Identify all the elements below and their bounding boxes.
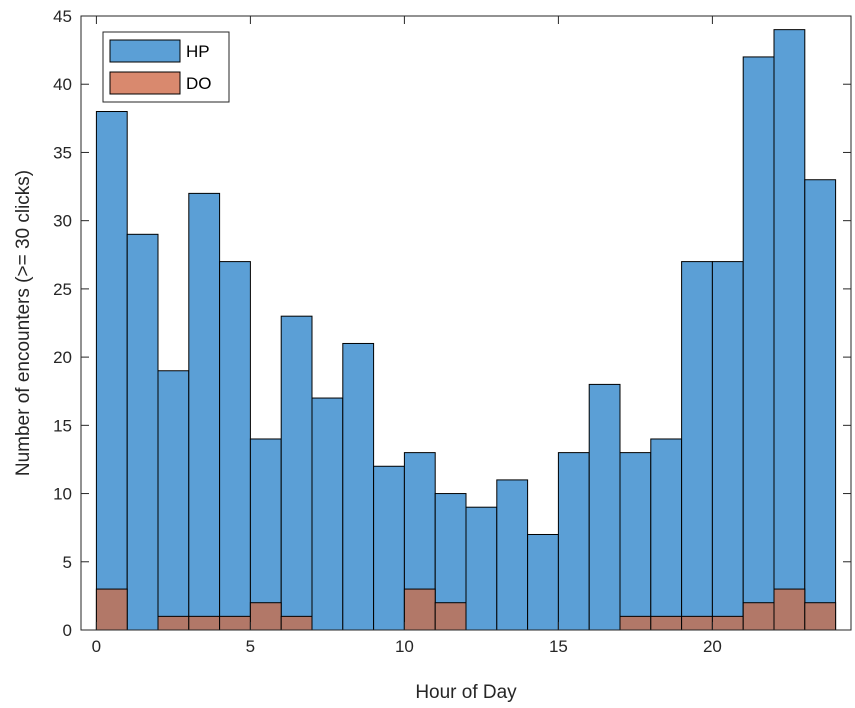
bar-do xyxy=(403,588,436,631)
bar-do xyxy=(711,615,744,631)
x-tick-label: 15 xyxy=(549,637,568,656)
bar-do xyxy=(280,615,313,631)
bar-hp xyxy=(188,192,221,631)
bar-hp xyxy=(527,533,559,631)
bar-hp xyxy=(373,465,405,631)
bar-do xyxy=(681,615,713,631)
hp-bars xyxy=(95,29,837,631)
y-tick-label: 20 xyxy=(53,348,72,367)
bar-do xyxy=(188,615,221,631)
bar-hp xyxy=(496,479,529,631)
y-tick-label: 0 xyxy=(63,621,72,640)
bar-hp xyxy=(588,383,621,631)
bar-hp xyxy=(342,342,375,631)
bar-hp xyxy=(742,56,775,631)
y-axis-ticks: 0 5 10 15 20 25 30 35 40 45 xyxy=(53,7,851,640)
bar-do xyxy=(650,615,683,631)
legend: HP DO xyxy=(102,31,230,103)
y-axis-label: Number of encounters (>= 30 clicks) xyxy=(13,170,34,476)
y-tick-label: 45 xyxy=(53,7,72,26)
bar-do xyxy=(619,615,652,631)
x-tick-label: 20 xyxy=(703,637,722,656)
legend-swatch-do xyxy=(109,71,181,95)
y-tick-label: 10 xyxy=(53,485,72,504)
y-tick-label: 5 xyxy=(63,553,72,572)
y-tick-label: 15 xyxy=(53,416,72,435)
x-tick-label: 5 xyxy=(246,637,255,656)
bar-do xyxy=(95,588,128,631)
x-tick-label: 0 xyxy=(92,637,101,656)
x-axis-label: Hour of Day xyxy=(415,682,517,703)
bar-hp xyxy=(311,397,344,631)
bar-hp xyxy=(249,438,282,631)
bar-do xyxy=(434,602,467,631)
legend-swatch-hp xyxy=(109,39,181,63)
bar-hp xyxy=(804,179,837,631)
bar-hp xyxy=(95,111,128,631)
bar-do xyxy=(742,602,775,631)
y-tick-label: 25 xyxy=(53,280,72,299)
bar-do xyxy=(157,615,190,631)
bar-do xyxy=(219,615,251,631)
bar-do xyxy=(773,588,806,631)
bar-do xyxy=(249,602,282,631)
y-tick-label: 35 xyxy=(53,143,72,162)
bar-hp xyxy=(619,452,652,631)
legend-label-hp: HP xyxy=(186,42,210,61)
bar-hp xyxy=(219,261,251,631)
bar-hp xyxy=(773,29,806,631)
bar-hp xyxy=(465,506,498,631)
x-tick-label: 10 xyxy=(395,637,414,656)
legend-label-do: DO xyxy=(186,74,212,93)
plot-frame xyxy=(80,15,852,631)
bar-hp xyxy=(280,315,313,631)
y-tick-label: 30 xyxy=(53,212,72,231)
y-tick-label: 40 xyxy=(53,75,72,94)
bar-do xyxy=(804,602,837,631)
bar-hp xyxy=(157,370,190,631)
bar-hp xyxy=(681,261,713,631)
bar-hp xyxy=(711,261,744,631)
bar-hp xyxy=(126,233,159,631)
x-axis-ticks: 0 5 10 15 20 xyxy=(92,16,722,656)
bar-hp xyxy=(557,452,590,631)
bar-hp xyxy=(650,438,683,631)
